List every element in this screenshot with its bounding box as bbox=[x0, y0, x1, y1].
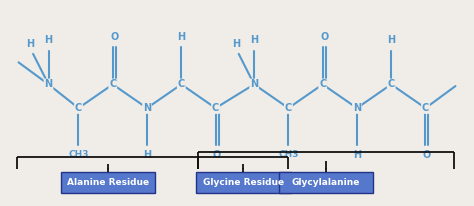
FancyBboxPatch shape bbox=[279, 172, 373, 193]
Text: H: H bbox=[27, 39, 35, 49]
Text: C: C bbox=[75, 103, 82, 113]
Text: Alanine Residue: Alanine Residue bbox=[66, 178, 149, 187]
Text: N: N bbox=[353, 103, 361, 113]
Text: N: N bbox=[143, 103, 151, 113]
Text: Glycylalanine: Glycylalanine bbox=[292, 178, 360, 187]
Text: C: C bbox=[388, 79, 395, 89]
FancyBboxPatch shape bbox=[196, 172, 291, 193]
Text: N: N bbox=[45, 79, 53, 89]
Text: H: H bbox=[177, 32, 185, 42]
Text: H: H bbox=[45, 35, 53, 45]
Text: H: H bbox=[250, 35, 258, 45]
Text: H: H bbox=[387, 35, 395, 45]
Text: C: C bbox=[178, 79, 185, 89]
Text: C: C bbox=[422, 103, 429, 113]
Text: O: O bbox=[320, 32, 328, 42]
Text: O: O bbox=[110, 32, 118, 42]
Text: H: H bbox=[143, 150, 151, 160]
Text: O: O bbox=[213, 150, 221, 160]
Text: H: H bbox=[232, 39, 240, 49]
Text: C: C bbox=[109, 79, 117, 89]
Text: C: C bbox=[212, 103, 219, 113]
FancyBboxPatch shape bbox=[61, 172, 155, 193]
Text: N: N bbox=[250, 79, 258, 89]
Text: CH3: CH3 bbox=[68, 150, 89, 159]
Text: C: C bbox=[285, 103, 292, 113]
Text: H: H bbox=[353, 150, 361, 160]
Text: O: O bbox=[423, 150, 431, 160]
Text: C: C bbox=[319, 79, 326, 89]
Text: CH3: CH3 bbox=[278, 150, 299, 159]
Text: Glycine Residue: Glycine Residue bbox=[203, 178, 284, 187]
